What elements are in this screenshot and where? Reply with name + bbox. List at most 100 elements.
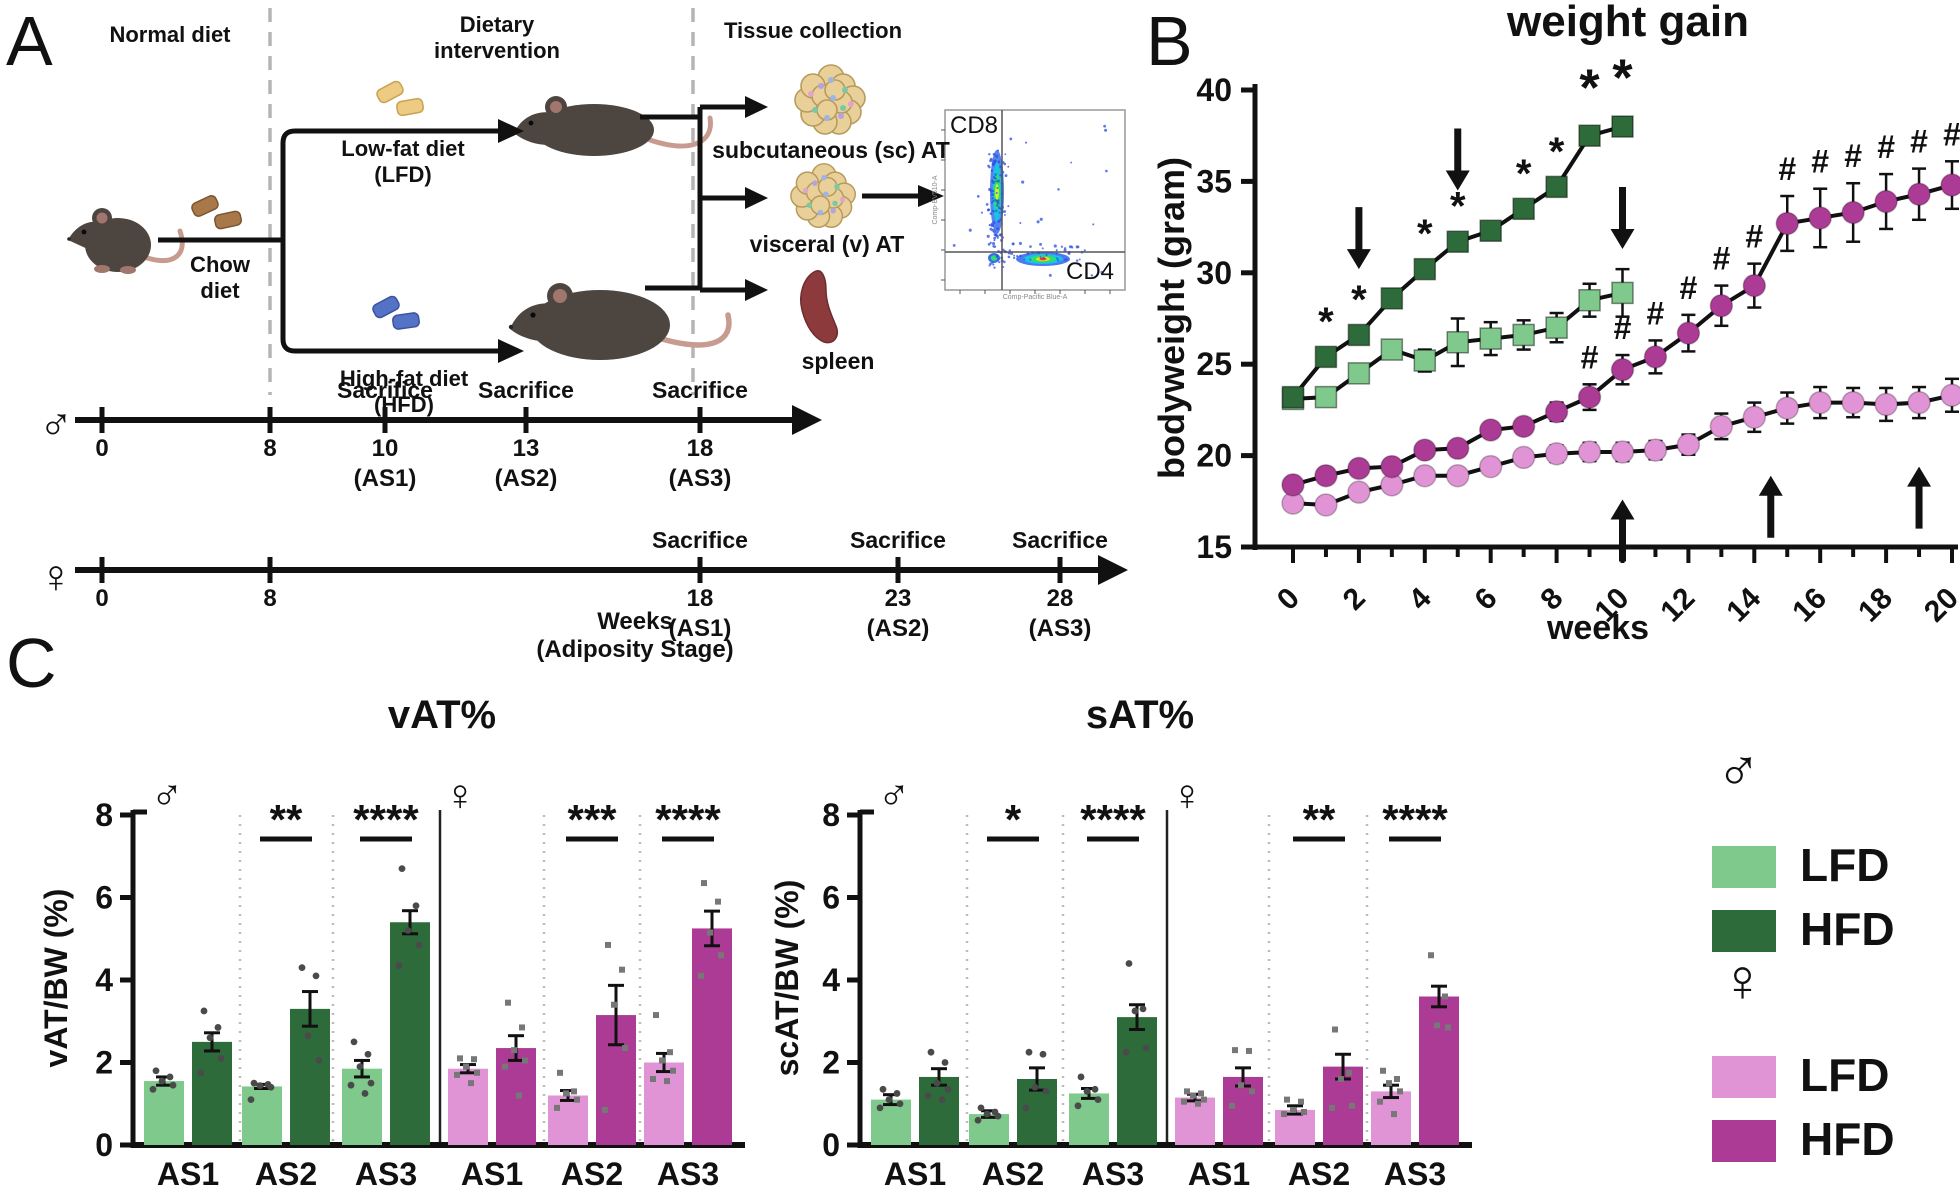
panel-b-letter: B xyxy=(1146,2,1193,80)
data-point xyxy=(1742,405,1767,429)
scatter-dot xyxy=(1077,1073,1085,1081)
immune-cell-dot xyxy=(812,107,818,113)
flow-dot xyxy=(1024,141,1028,144)
scatter-dot xyxy=(698,972,704,979)
b-y-tick-label: 15 xyxy=(1196,529,1232,565)
data-point xyxy=(1742,273,1767,298)
scatter-dot xyxy=(315,1057,323,1064)
scatter-dot xyxy=(361,1090,369,1097)
data-point xyxy=(1512,197,1535,221)
significance-asterisk: * xyxy=(1417,212,1433,256)
significance-hash: # xyxy=(1614,310,1632,346)
scatter-dot xyxy=(664,1078,670,1085)
scatter-dot xyxy=(667,1049,673,1056)
scatter-dot xyxy=(619,966,625,973)
legend-swatch-hfd-female xyxy=(1712,1120,1776,1162)
male-sacrifice-arrow xyxy=(1346,207,1371,270)
c-x-category-label: AS1 xyxy=(1188,1156,1250,1192)
arrowhead xyxy=(745,187,768,209)
data-point xyxy=(1940,173,1960,197)
data-point xyxy=(1610,440,1635,464)
flow-dot xyxy=(1078,258,1081,261)
scatter-dot xyxy=(974,1116,982,1124)
scatter-dot xyxy=(347,1081,355,1089)
scatter-dot xyxy=(350,1038,358,1046)
scatter-dot xyxy=(214,1024,222,1031)
scatter-dot xyxy=(398,865,406,873)
significance-hash: # xyxy=(1910,124,1928,160)
flow-dot xyxy=(992,159,996,163)
flow-dot xyxy=(1004,174,1008,178)
flow-dot xyxy=(1039,242,1043,246)
scatter-dot xyxy=(1122,1048,1130,1056)
flow-dot xyxy=(993,236,997,240)
scatter-dot xyxy=(941,1059,949,1066)
timeline-stage-label: (AS2) xyxy=(495,465,558,492)
flow-dot xyxy=(999,174,1002,177)
timeline-week-label: 8 xyxy=(263,435,276,462)
c-x-category-label: AS2 xyxy=(561,1156,623,1192)
flow-dot xyxy=(997,206,1001,210)
chart-b-xlabel: weeks xyxy=(1546,609,1650,647)
flow-dot xyxy=(1055,252,1058,255)
scatter-dot xyxy=(1195,1100,1201,1107)
data-point xyxy=(1347,362,1371,385)
flow-dot xyxy=(986,208,990,212)
scatter-dot xyxy=(554,1104,560,1111)
data-point xyxy=(1874,392,1898,417)
data-point xyxy=(1544,442,1569,466)
female-symbol: ♀ xyxy=(444,771,477,820)
scatter-dot xyxy=(622,1045,628,1052)
flow-dot xyxy=(992,221,996,224)
scatter-dot xyxy=(298,964,306,972)
scatter-dot xyxy=(166,1073,174,1081)
sacrifice-label: Sacrifice xyxy=(1012,527,1108,553)
c-x-category-label: AS2 xyxy=(982,1156,1044,1192)
scatter-dot xyxy=(924,1092,932,1099)
flow-dot xyxy=(991,193,995,197)
scatter-dot xyxy=(516,1092,522,1099)
data-point xyxy=(1709,293,1734,318)
immune-cell-dot xyxy=(842,87,848,93)
c-x-category-label: AS3 xyxy=(1082,1156,1144,1192)
panel-a-letter: A xyxy=(6,2,53,80)
flow-cytometry-plot xyxy=(941,109,1126,294)
male-hfd-bar-AS1 xyxy=(919,1076,959,1145)
data-point xyxy=(1676,432,1701,457)
data-point xyxy=(1479,219,1502,243)
flow-dot xyxy=(989,159,993,163)
significance-asterisk-large: * xyxy=(1579,59,1600,117)
scatter-dot xyxy=(1377,1098,1383,1105)
lfd-branch xyxy=(280,128,498,240)
female-symbol: ♀ xyxy=(1171,771,1204,820)
header-normal-diet: Normal diet xyxy=(109,22,231,47)
flow-dot xyxy=(980,211,984,214)
significance-hash: # xyxy=(1943,116,1960,152)
scatter-dot xyxy=(1094,1096,1102,1104)
b-x-tick-label: 12 xyxy=(1654,582,1701,629)
flow-dot xyxy=(1100,270,1104,274)
flow-dot xyxy=(989,241,992,244)
flow-y-axis-label: Comp-BV510-A xyxy=(931,175,939,225)
flow-dot xyxy=(992,199,995,203)
scatter-dot xyxy=(718,952,724,959)
timeline-week-label: 13 xyxy=(513,435,540,462)
scatter-dot xyxy=(1201,1096,1207,1103)
chart-vat-ylabel: vAT/BW (%) xyxy=(38,888,75,1068)
series-female-LFD xyxy=(1281,377,1960,517)
significance-hash: # xyxy=(1844,138,1862,174)
b-y-tick-label: 40 xyxy=(1196,72,1232,108)
scatter-dot xyxy=(267,1083,275,1091)
flow-dot xyxy=(994,233,998,237)
mouse-nose xyxy=(508,324,514,330)
scatter-dot xyxy=(1445,1024,1451,1031)
flow-dot xyxy=(1021,180,1025,184)
timeline-week-label: 0 xyxy=(95,435,108,462)
timeline-stage-label: (AS3) xyxy=(669,465,732,492)
immune-cell-dot xyxy=(821,174,827,181)
flow-dot xyxy=(1053,244,1057,248)
timeline-week-label: 8 xyxy=(263,585,276,612)
flow-dot xyxy=(991,179,994,183)
flow-dot xyxy=(987,243,991,246)
flow-dot xyxy=(991,241,996,246)
